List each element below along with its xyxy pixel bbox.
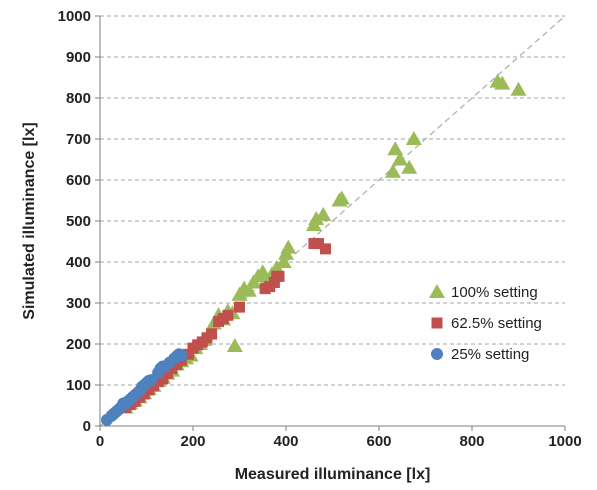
data-point-triangle-34 <box>275 254 292 268</box>
y-tick-label-1: 100 <box>66 377 91 394</box>
data-point-triangle-46 <box>405 131 422 145</box>
data-point-square-27 <box>273 270 285 282</box>
data-point-triangle-36 <box>280 239 297 254</box>
grid-lines <box>100 15 565 386</box>
y-tick-label-7: 700 <box>66 131 91 148</box>
y-tick-label-4: 400 <box>66 254 91 271</box>
data-point-triangle-49 <box>510 81 527 96</box>
data-point-triangle-45 <box>401 159 418 174</box>
data-point-triangle-42 <box>384 163 401 178</box>
y-tick-label-10: 1000 <box>58 8 91 25</box>
series-circle <box>100 348 188 426</box>
data-point-square-18 <box>206 328 218 340</box>
y-tick-labels: 0 100 200 300 400 500 600 700 800 900 1000 <box>58 8 91 435</box>
y-tick-label-5: 500 <box>66 213 91 230</box>
data-point-triangle-39 <box>315 206 332 221</box>
x-tick-label-5: 1000 <box>548 433 581 450</box>
x-tick-label-2: 400 <box>273 433 298 450</box>
y-tick-label-0: 0 <box>83 418 91 435</box>
y-tick-label-2: 200 <box>66 336 91 353</box>
legend-label-100-setting: 100% setting <box>451 284 538 301</box>
series-square <box>120 238 332 414</box>
y-tick-label-8: 800 <box>66 90 91 107</box>
legend-item-62-5: 62.5% setting <box>431 315 542 332</box>
data-point-triangle-48 <box>494 75 511 90</box>
axes <box>95 15 566 431</box>
x-tick-label-3: 600 <box>366 433 391 450</box>
legend-item-100: 100% setting <box>429 284 538 301</box>
x-axis-title: Measured illuminance [lx] <box>235 466 431 483</box>
y-tick-label-3: 300 <box>66 295 91 312</box>
x-tick-label-4: 800 <box>459 433 484 450</box>
legend-marker-triangle <box>429 284 445 298</box>
legend-item-25: 25% setting <box>431 346 529 363</box>
data-point-triangle-27 <box>240 282 257 297</box>
legend-marker-square <box>431 317 443 329</box>
y-tick-label-6: 600 <box>66 172 91 189</box>
legend: 100% setting 62.5% setting 25% setting <box>429 284 542 363</box>
data-point-triangle-44 <box>391 151 408 166</box>
data-point-triangle-41 <box>333 190 350 205</box>
x-tick-labels: 0 200 400 600 800 1000 <box>96 433 582 450</box>
data-point-square-21 <box>222 309 234 321</box>
data-point-triangle-43 <box>387 141 404 156</box>
data-point-square-30 <box>320 243 332 255</box>
legend-label-62-5-setting: 62.5% setting <box>451 315 542 332</box>
data-points <box>100 73 527 426</box>
legend-marker-circle <box>431 348 443 360</box>
y-tick-label-9: 900 <box>66 49 91 66</box>
y-axis-title: Simulated illuminance [lx] <box>21 122 38 319</box>
data-point-circle-27 <box>175 349 188 362</box>
x-tick-label-0: 0 <box>96 433 104 450</box>
x-tick-label-1: 200 <box>180 433 205 450</box>
data-point-triangle-38 <box>308 210 325 225</box>
data-point-triangle-24 <box>226 338 243 353</box>
data-point-square-22 <box>234 301 245 313</box>
legend-label-25-setting: 25% setting <box>451 346 529 363</box>
